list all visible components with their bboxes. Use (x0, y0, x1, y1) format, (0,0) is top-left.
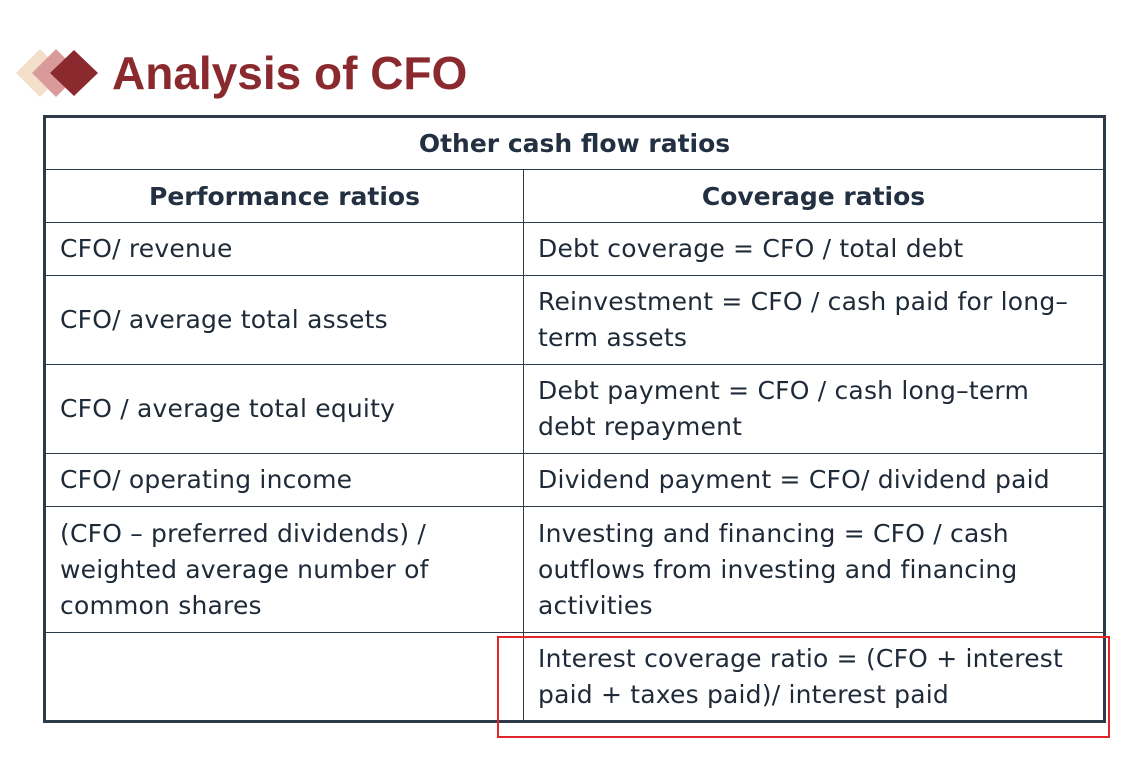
table-header-row: Performance ratios Coverage ratios (44, 169, 1105, 223)
interest-coverage-ratio-cell: Interest coverage ratio = (CFO + interes… (523, 632, 1105, 722)
table-row: CFO/ average total assets Reinvestment =… (44, 275, 1105, 365)
performance-ratio-cell: CFO/ average total assets (44, 275, 524, 365)
performance-ratio-cell-empty (44, 632, 524, 722)
performance-ratio-cell: CFO/ operating income (44, 453, 524, 507)
header-coverage-ratios: Coverage ratios (523, 169, 1105, 223)
coverage-ratio-cell: Debt payment = CFO / cash long–term debt… (523, 364, 1105, 454)
coverage-ratio-cell: Reinvestment = CFO / cash paid for long–… (523, 275, 1105, 365)
page-title: Analysis of CFO (112, 47, 468, 99)
table-title: Other cash flow ratios (44, 116, 1105, 170)
performance-ratio-cell: (CFO – preferred dividends) / weighted a… (44, 506, 524, 633)
table-row: CFO/ revenue Debt coverage = CFO / total… (44, 222, 1105, 276)
performance-ratio-cell: CFO/ revenue (44, 222, 524, 276)
coverage-ratio-cell: Dividend payment = CFO/ dividend paid (523, 453, 1105, 507)
table-row: (CFO – preferred dividends) / weighted a… (44, 506, 1105, 633)
header-performance-ratios: Performance ratios (44, 169, 524, 223)
coverage-ratio-cell: Debt coverage = CFO / total debt (523, 222, 1105, 276)
diamond-stack-icon (16, 49, 98, 97)
table-row: CFO/ operating income Dividend payment =… (44, 453, 1105, 507)
table-title-row: Other cash flow ratios (44, 116, 1105, 170)
table-row: Interest coverage ratio = (CFO + interes… (44, 632, 1105, 722)
performance-ratio-cell: CFO / average total equity (44, 364, 524, 454)
table-row: CFO / average total equity Debt payment … (44, 364, 1105, 454)
cash-flow-ratios-table: Other cash flow ratios Performance ratio… (43, 115, 1106, 723)
coverage-ratio-cell: Investing and financing = CFO / cash out… (523, 506, 1105, 633)
